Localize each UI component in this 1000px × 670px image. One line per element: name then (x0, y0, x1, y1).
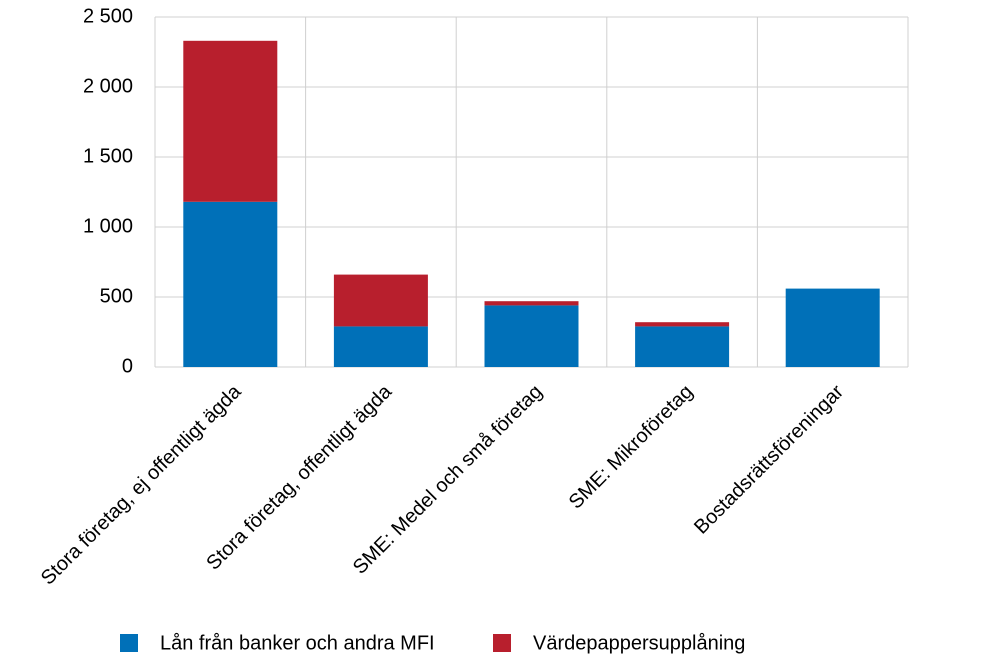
y-tick-label: 1 500 (83, 145, 133, 167)
bar-segment (484, 305, 579, 367)
y-tick-label: 2 500 (83, 5, 133, 27)
y-tick-label: 1 000 (83, 215, 133, 237)
legend-swatch (120, 634, 138, 652)
legend-swatch (493, 634, 511, 652)
y-tick-label: 2 000 (83, 75, 133, 97)
y-tick-label: 500 (100, 285, 133, 307)
bar-segment (785, 288, 880, 367)
bar-segment (183, 201, 278, 367)
legend-label: Värdepappersupplåning (533, 632, 745, 654)
bar-segment (333, 274, 428, 327)
x-tick-label: Bostadsrättsföreningar (690, 380, 848, 538)
bar-segment (484, 301, 579, 306)
x-tick-label: SME: Mikroföretag (565, 381, 698, 514)
bar-segment (183, 40, 278, 202)
bar-segment (635, 326, 730, 367)
y-tick-label: 0 (122, 355, 133, 377)
legend-label: Lån från banker och andra MFI (160, 632, 435, 654)
bar-segment (635, 322, 730, 327)
bar-segment (333, 326, 428, 367)
